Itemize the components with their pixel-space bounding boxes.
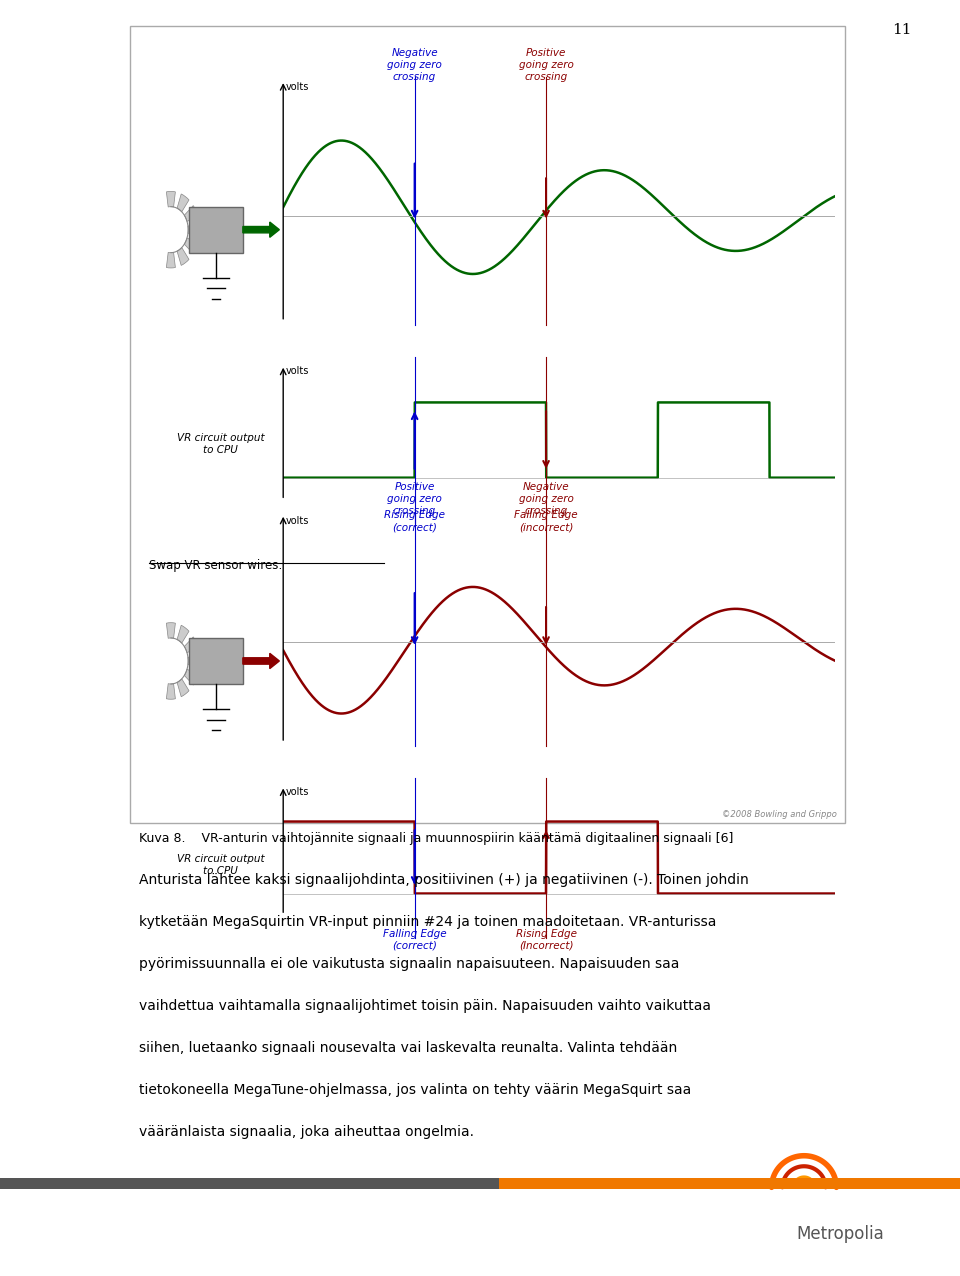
Text: volts: volts	[285, 787, 309, 798]
Text: 11: 11	[893, 23, 912, 37]
Text: vaihdettua vaihtamalla signaalijohtimet toisin päin. Napaisuuden vaihto vaikutta: vaihdettua vaihtamalla signaalijohtimet …	[139, 999, 711, 1013]
Text: Rising Edge
(correct): Rising Edge (correct)	[384, 510, 445, 532]
Text: siihen, luetaanko signaali nousevalta vai laskevalta reunalta. Valinta tehdään: siihen, luetaanko signaali nousevalta va…	[139, 1041, 678, 1055]
Text: VR circuit output
to CPU: VR circuit output to CPU	[177, 434, 265, 454]
Text: Swap VR sensor wires:: Swap VR sensor wires:	[149, 559, 282, 572]
Text: vääränlaista signaalia, joka aiheuttaa ongelmia.: vääränlaista signaalia, joka aiheuttaa o…	[139, 1125, 474, 1139]
Text: volts: volts	[285, 516, 309, 526]
Text: pyörimissuunnalla ei ole vaikutusta signaalin napaisuuteen. Napaisuuden saa: pyörimissuunnalla ei ole vaikutusta sign…	[139, 957, 680, 971]
Text: Positive
going zero
crossing: Positive going zero crossing	[387, 482, 442, 516]
Text: Rising Edge
(Incorrect): Rising Edge (Incorrect)	[516, 929, 577, 951]
Text: ©2008 Bowling and Grippo: ©2008 Bowling and Grippo	[722, 810, 837, 819]
Text: Metropolia: Metropolia	[796, 1225, 884, 1243]
Text: kytketään MegaSquirtin VR-input pinniin #24 ja toinen maadoitetaan. VR-anturissa: kytketään MegaSquirtin VR-input pinniin …	[139, 915, 716, 929]
Text: VR circuit output
to CPU: VR circuit output to CPU	[177, 855, 265, 875]
Text: volts: volts	[285, 366, 309, 376]
Text: Falling Edge
(correct): Falling Edge (correct)	[383, 929, 446, 951]
Text: Falling Edge
(incorrect): Falling Edge (incorrect)	[515, 510, 578, 532]
Text: Negative
going zero
crossing: Negative going zero crossing	[518, 482, 573, 516]
Text: Anturista lähtee kaksi signaalijohdinta, positiivinen (+) ja negatiivinen (-). T: Anturista lähtee kaksi signaalijohdinta,…	[139, 873, 749, 887]
Text: volts: volts	[285, 83, 309, 92]
Text: tietokoneella MegaTune-ohjelmassa, jos valinta on tehty väärin MegaSquirt saa: tietokoneella MegaTune-ohjelmassa, jos v…	[139, 1083, 691, 1097]
Text: Negative
going zero
crossing: Negative going zero crossing	[387, 48, 442, 82]
Text: Kuva 8.    VR-anturin vaihtojännite signaali ja muunnospiirin kääntämä digitaali: Kuva 8. VR-anturin vaihtojännite signaal…	[139, 832, 733, 845]
Text: Positive
going zero
crossing: Positive going zero crossing	[518, 48, 573, 82]
